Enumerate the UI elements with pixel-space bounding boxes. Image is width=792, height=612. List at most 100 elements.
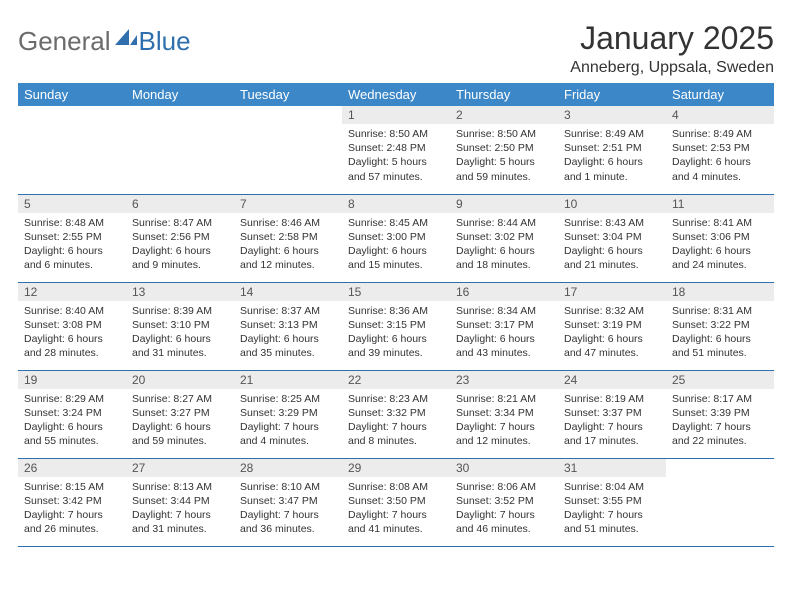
day-number: 16 — [450, 283, 558, 301]
calendar-day-cell: 29Sunrise: 8:08 AMSunset: 3:50 PMDayligh… — [342, 458, 450, 546]
day-info: Sunrise: 8:29 AMSunset: 3:24 PMDaylight:… — [18, 389, 126, 453]
day-number: 19 — [18, 371, 126, 389]
day-info: Sunrise: 8:47 AMSunset: 2:56 PMDaylight:… — [126, 213, 234, 277]
weekday-header: Thursday — [450, 83, 558, 106]
sunrise-text: Sunrise: 8:19 AM — [564, 392, 660, 406]
calendar-week-row: 1Sunrise: 8:50 AMSunset: 2:48 PMDaylight… — [18, 106, 774, 194]
day-number: 3 — [558, 106, 666, 124]
daylight-line1: Daylight: 7 hours — [348, 508, 444, 522]
day-number: 27 — [126, 459, 234, 477]
day-info: Sunrise: 8:13 AMSunset: 3:44 PMDaylight:… — [126, 477, 234, 541]
day-number: 22 — [342, 371, 450, 389]
calendar-day-cell: 20Sunrise: 8:27 AMSunset: 3:27 PMDayligh… — [126, 370, 234, 458]
sunset-text: Sunset: 3:42 PM — [24, 494, 120, 508]
daylight-line1: Daylight: 7 hours — [672, 420, 768, 434]
sunrise-text: Sunrise: 8:32 AM — [564, 304, 660, 318]
sunset-text: Sunset: 3:08 PM — [24, 318, 120, 332]
daylight-line2: and 6 minutes. — [24, 258, 120, 272]
daylight-line1: Daylight: 7 hours — [456, 420, 552, 434]
daylight-line1: Daylight: 7 hours — [132, 508, 228, 522]
day-number: 11 — [666, 195, 774, 213]
weekday-header: Wednesday — [342, 83, 450, 106]
sunset-text: Sunset: 3:50 PM — [348, 494, 444, 508]
day-info: Sunrise: 8:49 AMSunset: 2:51 PMDaylight:… — [558, 124, 666, 188]
day-info: Sunrise: 8:21 AMSunset: 3:34 PMDaylight:… — [450, 389, 558, 453]
sunset-text: Sunset: 3:04 PM — [564, 230, 660, 244]
calendar-day-cell: 30Sunrise: 8:06 AMSunset: 3:52 PMDayligh… — [450, 458, 558, 546]
sunrise-text: Sunrise: 8:40 AM — [24, 304, 120, 318]
day-number: 26 — [18, 459, 126, 477]
sunrise-text: Sunrise: 8:21 AM — [456, 392, 552, 406]
calendar-day-cell: 13Sunrise: 8:39 AMSunset: 3:10 PMDayligh… — [126, 282, 234, 370]
sunrise-text: Sunrise: 8:06 AM — [456, 480, 552, 494]
calendar-day-cell: 7Sunrise: 8:46 AMSunset: 2:58 PMDaylight… — [234, 194, 342, 282]
sunrise-text: Sunrise: 8:13 AM — [132, 480, 228, 494]
day-info: Sunrise: 8:08 AMSunset: 3:50 PMDaylight:… — [342, 477, 450, 541]
daylight-line1: Daylight: 6 hours — [132, 244, 228, 258]
day-info: Sunrise: 8:34 AMSunset: 3:17 PMDaylight:… — [450, 301, 558, 365]
daylight-line2: and 9 minutes. — [132, 258, 228, 272]
daylight-line1: Daylight: 6 hours — [564, 155, 660, 169]
daylight-line2: and 47 minutes. — [564, 346, 660, 360]
daylight-line2: and 28 minutes. — [24, 346, 120, 360]
calendar-week-row: 5Sunrise: 8:48 AMSunset: 2:55 PMDaylight… — [18, 194, 774, 282]
daylight-line2: and 1 minute. — [564, 170, 660, 184]
day-info: Sunrise: 8:45 AMSunset: 3:00 PMDaylight:… — [342, 213, 450, 277]
sunset-text: Sunset: 3:32 PM — [348, 406, 444, 420]
sunrise-text: Sunrise: 8:17 AM — [672, 392, 768, 406]
daylight-line2: and 57 minutes. — [348, 170, 444, 184]
daylight-line1: Daylight: 6 hours — [564, 244, 660, 258]
daylight-line1: Daylight: 6 hours — [348, 244, 444, 258]
day-number: 7 — [234, 195, 342, 213]
day-info: Sunrise: 8:44 AMSunset: 3:02 PMDaylight:… — [450, 213, 558, 277]
daylight-line1: Daylight: 7 hours — [240, 420, 336, 434]
sunrise-text: Sunrise: 8:15 AM — [24, 480, 120, 494]
daylight-line1: Daylight: 7 hours — [348, 420, 444, 434]
brand-logo: General Blue — [18, 26, 191, 57]
day-number: 17 — [558, 283, 666, 301]
sunset-text: Sunset: 3:00 PM — [348, 230, 444, 244]
day-info: Sunrise: 8:25 AMSunset: 3:29 PMDaylight:… — [234, 389, 342, 453]
day-number: 4 — [666, 106, 774, 124]
sunrise-text: Sunrise: 8:50 AM — [348, 127, 444, 141]
sunset-text: Sunset: 3:19 PM — [564, 318, 660, 332]
daylight-line2: and 12 minutes. — [456, 434, 552, 448]
calendar-day-cell: 22Sunrise: 8:23 AMSunset: 3:32 PMDayligh… — [342, 370, 450, 458]
daylight-line1: Daylight: 6 hours — [348, 332, 444, 346]
calendar-day-cell: 15Sunrise: 8:36 AMSunset: 3:15 PMDayligh… — [342, 282, 450, 370]
day-info: Sunrise: 8:40 AMSunset: 3:08 PMDaylight:… — [18, 301, 126, 365]
calendar-empty-cell — [234, 106, 342, 194]
daylight-line1: Daylight: 6 hours — [24, 244, 120, 258]
day-info: Sunrise: 8:17 AMSunset: 3:39 PMDaylight:… — [666, 389, 774, 453]
calendar-day-cell: 31Sunrise: 8:04 AMSunset: 3:55 PMDayligh… — [558, 458, 666, 546]
daylight-line1: Daylight: 6 hours — [240, 244, 336, 258]
day-number: 23 — [450, 371, 558, 389]
day-number: 20 — [126, 371, 234, 389]
daylight-line1: Daylight: 7 hours — [240, 508, 336, 522]
daylight-line2: and 36 minutes. — [240, 522, 336, 536]
sunrise-text: Sunrise: 8:46 AM — [240, 216, 336, 230]
daylight-line1: Daylight: 5 hours — [348, 155, 444, 169]
day-info: Sunrise: 8:27 AMSunset: 3:27 PMDaylight:… — [126, 389, 234, 453]
location: Anneberg, Uppsala, Sweden — [570, 59, 774, 77]
day-info: Sunrise: 8:04 AMSunset: 3:55 PMDaylight:… — [558, 477, 666, 541]
calendar-head: SundayMondayTuesdayWednesdayThursdayFrid… — [18, 83, 774, 106]
sunrise-text: Sunrise: 8:25 AM — [240, 392, 336, 406]
daylight-line1: Daylight: 7 hours — [564, 508, 660, 522]
title-block: January 2025 Anneberg, Uppsala, Sweden — [570, 20, 774, 77]
sunrise-text: Sunrise: 8:31 AM — [672, 304, 768, 318]
sunset-text: Sunset: 3:06 PM — [672, 230, 768, 244]
calendar-day-cell: 24Sunrise: 8:19 AMSunset: 3:37 PMDayligh… — [558, 370, 666, 458]
daylight-line1: Daylight: 6 hours — [240, 332, 336, 346]
calendar-empty-cell — [126, 106, 234, 194]
day-number: 10 — [558, 195, 666, 213]
day-info: Sunrise: 8:15 AMSunset: 3:42 PMDaylight:… — [18, 477, 126, 541]
day-info: Sunrise: 8:39 AMSunset: 3:10 PMDaylight:… — [126, 301, 234, 365]
calendar-empty-cell — [666, 458, 774, 546]
daylight-line2: and 8 minutes. — [348, 434, 444, 448]
sunrise-text: Sunrise: 8:41 AM — [672, 216, 768, 230]
weekday-row: SundayMondayTuesdayWednesdayThursdayFrid… — [18, 83, 774, 106]
brand-part2: Blue — [139, 26, 191, 57]
daylight-line2: and 31 minutes. — [132, 346, 228, 360]
daylight-line2: and 21 minutes. — [564, 258, 660, 272]
